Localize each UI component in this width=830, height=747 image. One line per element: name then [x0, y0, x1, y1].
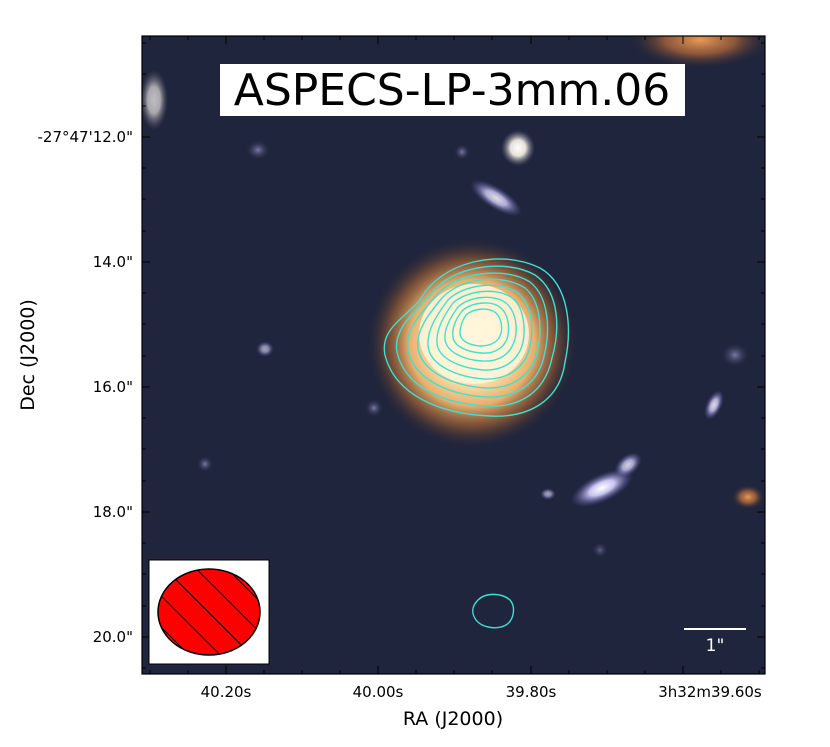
y-tick-label: 14.0"	[93, 253, 133, 271]
contour-level	[406, 272, 549, 398]
contour-noise-peak	[472, 593, 515, 629]
elongated-source	[469, 179, 523, 217]
x-axis-label: RA (J2000)	[403, 708, 503, 730]
faint-source	[246, 140, 270, 160]
faint-source	[454, 144, 470, 160]
faint-source	[592, 542, 608, 558]
faint-source	[256, 341, 274, 357]
bright-source	[501, 130, 535, 166]
scale-bar: 1"	[684, 628, 746, 656]
contour-level	[436, 290, 525, 371]
y-tick-label: 16.0"	[93, 378, 133, 396]
scale-bar-label: 1"	[706, 636, 725, 656]
beam-marker	[148, 559, 270, 665]
faint-source	[721, 343, 749, 367]
orange-source	[630, 36, 765, 68]
orange-source	[732, 485, 764, 509]
contour-lines	[383, 258, 570, 629]
contour-level	[452, 302, 510, 354]
y-tick-label: 18.0"	[93, 503, 133, 521]
x-tick-label: 39.80s	[506, 683, 557, 701]
blue-source	[540, 488, 556, 500]
axis-ticks	[142, 36, 765, 674]
figure-title: ASPECS-LP-3mm.06	[234, 65, 671, 116]
y-tick-label: -27°47'12.0"	[37, 128, 133, 146]
contour-level	[417, 278, 541, 389]
contour-level	[459, 308, 503, 347]
beam-ellipse	[157, 568, 261, 656]
x-tick-label: 3h32m39.60s	[658, 683, 762, 701]
contour-level	[383, 258, 570, 417]
contour-level	[395, 265, 558, 407]
y-tick-label: 20.0"	[93, 628, 133, 646]
faint-source	[365, 399, 383, 417]
x-tick-label: 40.20s	[201, 683, 252, 701]
sky-image	[142, 36, 765, 674]
arc-source	[570, 452, 642, 508]
contour-level	[427, 284, 533, 380]
faint-source	[197, 456, 213, 472]
title-box: ASPECS-LP-3mm.06	[220, 64, 685, 116]
x-tick-label: 40.00s	[353, 683, 404, 701]
contour-level	[444, 296, 517, 362]
blue-source	[704, 390, 724, 420]
y-axis-label: Dec (J2000)	[17, 299, 39, 411]
faint-source	[142, 70, 168, 130]
